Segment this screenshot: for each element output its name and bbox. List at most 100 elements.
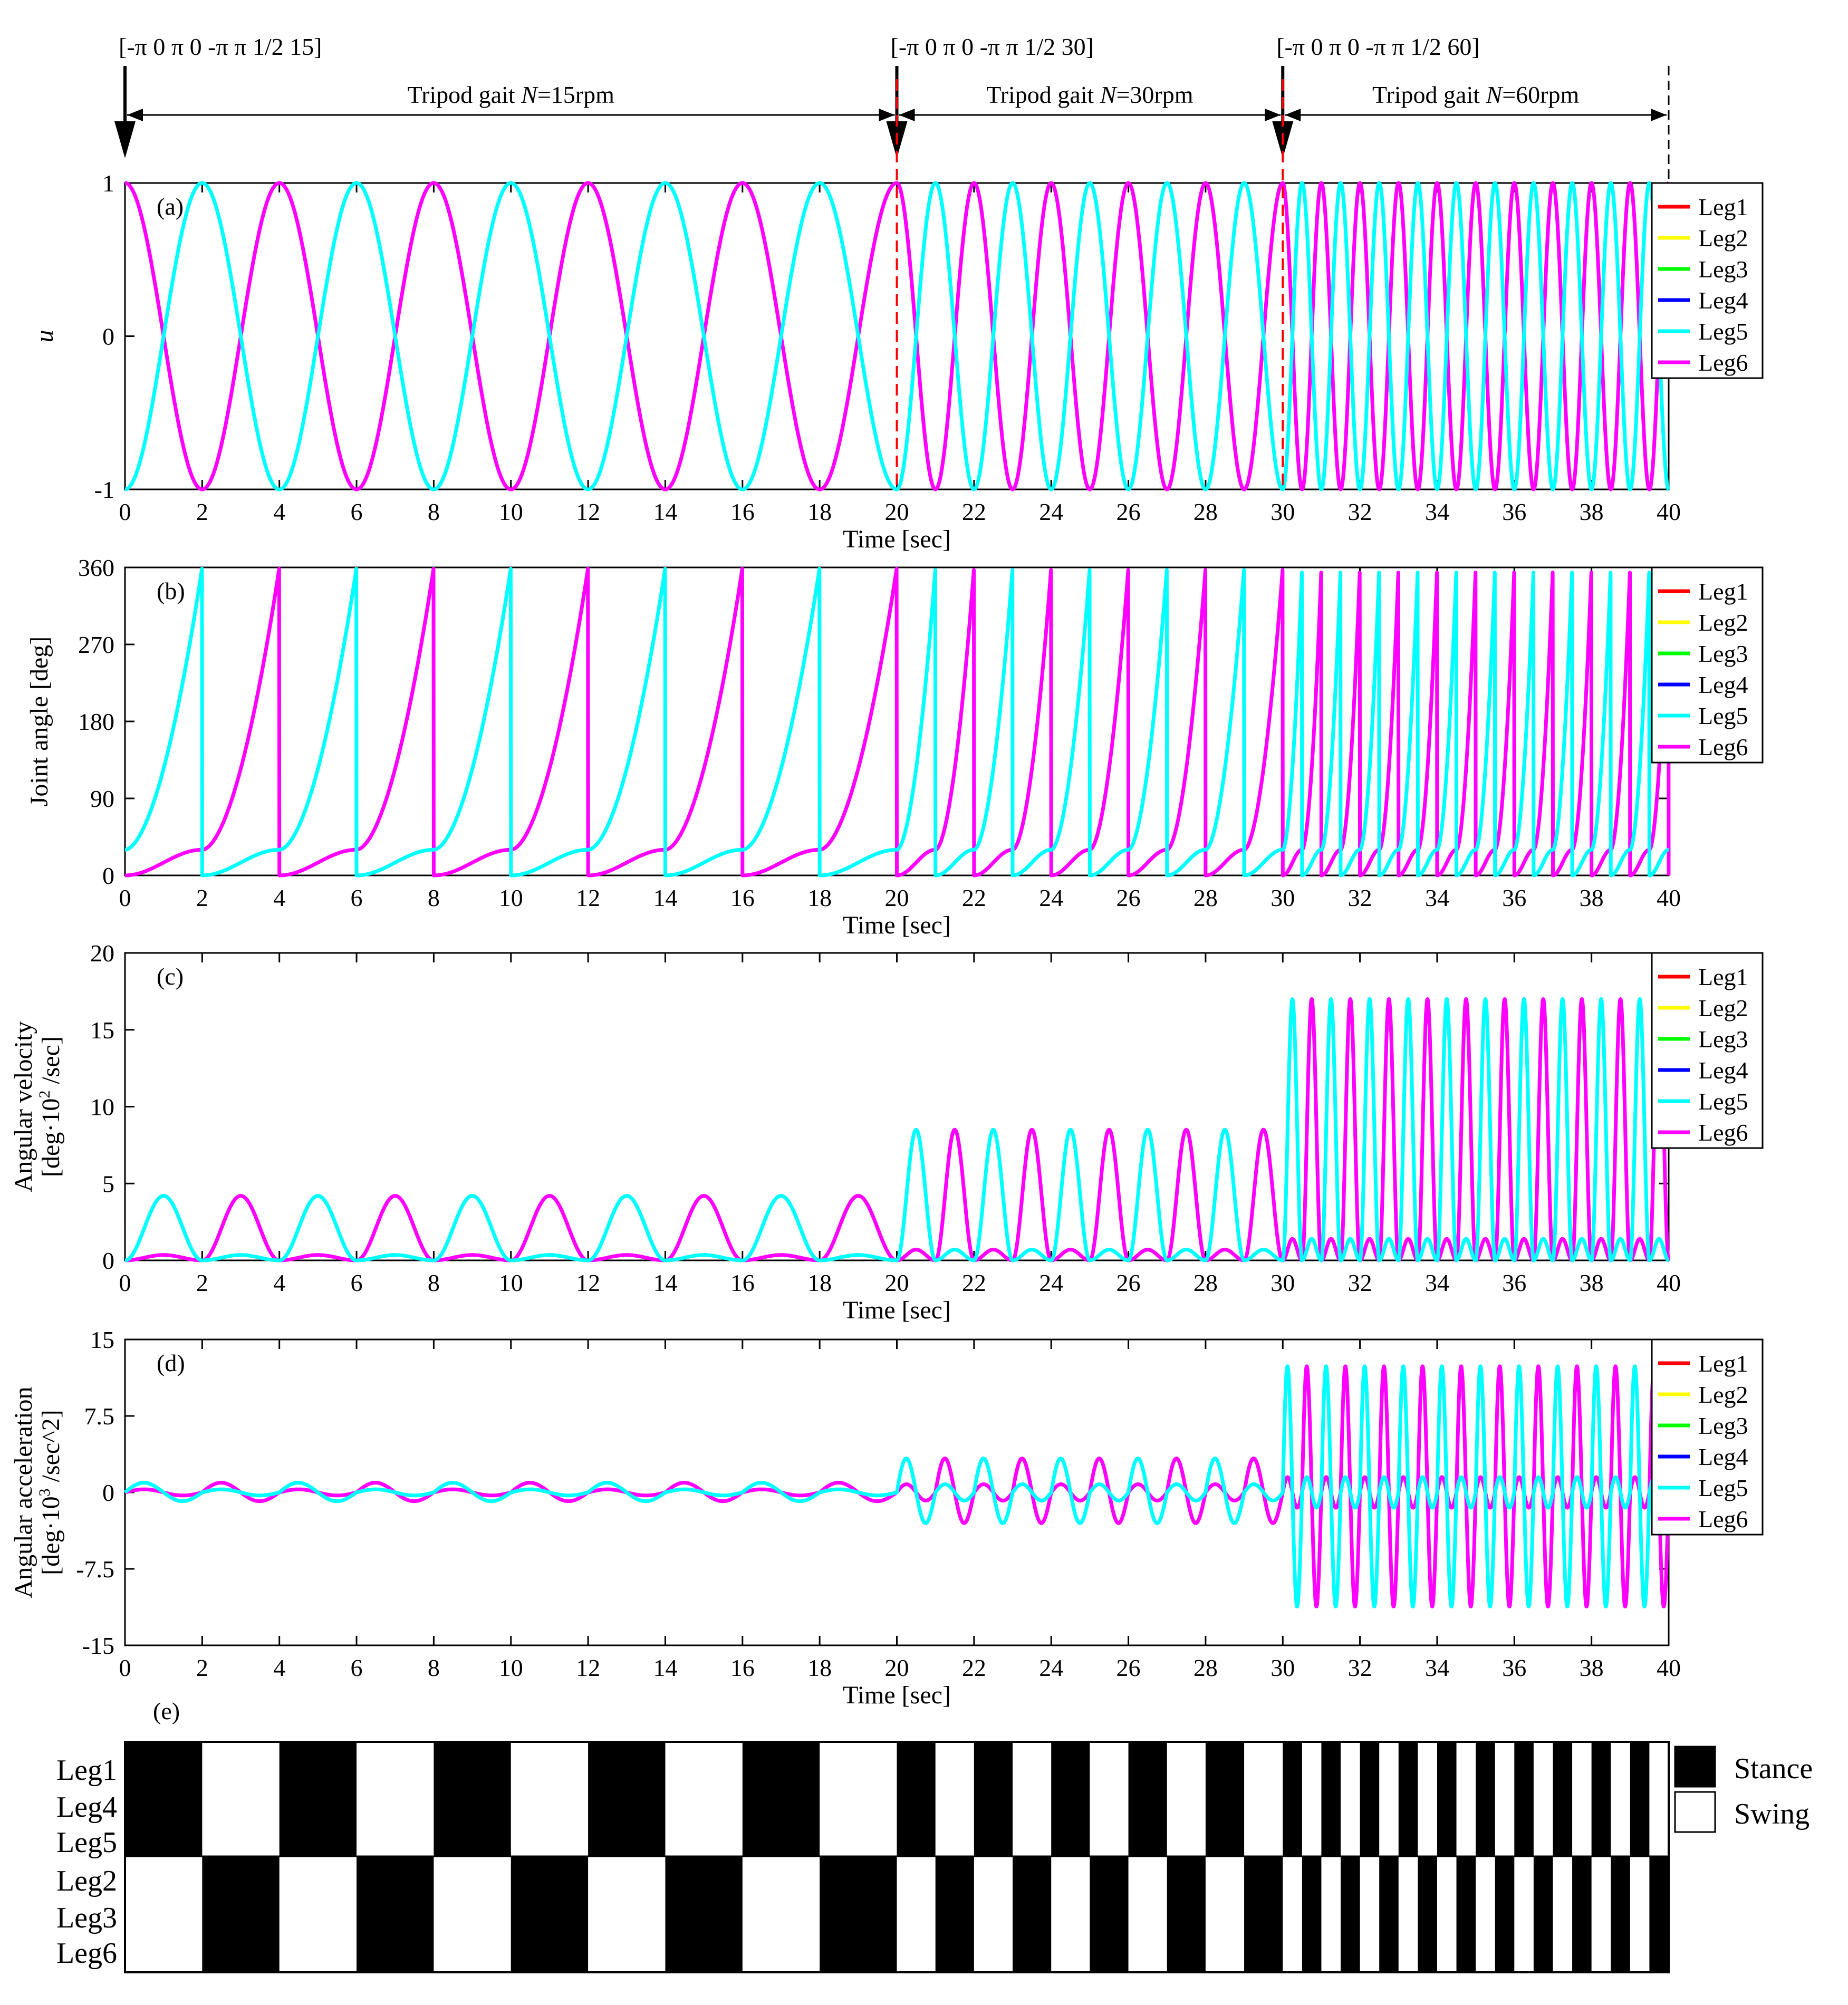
- panel-a-xtick-label: 24: [1039, 498, 1063, 525]
- panel-d-xtick-label: 2: [196, 1654, 208, 1681]
- panel-d-xtick-label: 34: [1425, 1654, 1449, 1681]
- panel-b-xtick-label: 34: [1425, 884, 1449, 911]
- panel-a-legend-label-leg1: Leg1: [1698, 194, 1748, 220]
- panel-c-legend: [1651, 952, 1764, 1149]
- panel-c-xtick-label: 14: [653, 1269, 677, 1296]
- panel-b-xtick-label: 26: [1116, 884, 1141, 911]
- panel-b-series-leg6: [123, 566, 1671, 878]
- panel-e-row-label-leg5: Leg5: [56, 1826, 117, 1859]
- panel-e-stance-block-bottom: [1167, 1856, 1206, 1972]
- panel-e-stance-block-top: [1437, 1742, 1457, 1856]
- panel-d-xtick-label: 18: [807, 1654, 832, 1681]
- panel-d-xtick-label: 12: [576, 1654, 600, 1681]
- panel-e-stance-block-top: [434, 1742, 511, 1856]
- panel-c-xlabel: Time [sec]: [843, 1296, 951, 1324]
- panel-a-xtick-label: 22: [962, 498, 986, 525]
- panel-e-stance-block-top: [1630, 1742, 1650, 1856]
- panel-a-xtick-label: 10: [499, 498, 523, 525]
- panel-b-ylabel: Joint angle [deg]: [25, 637, 53, 807]
- panel-a-xtick-label: 34: [1425, 498, 1449, 525]
- panel-d-angular-acceleration: 0 2 4 6 8 10 12 14 16 18 20 22 24 26 28 30 32 34 36 38 40-15…: [9, 1326, 1764, 1709]
- panel-c-legend-label-leg4: Leg4: [1698, 1057, 1748, 1084]
- panel-e-stance-block-top: [1591, 1742, 1611, 1856]
- panel-b-xtick-label: 18: [807, 884, 832, 911]
- panel-a-series-leg6: [123, 181, 1671, 491]
- panel-b-legend-label-leg2: Leg2: [1698, 609, 1748, 636]
- panel-e-legend-swing-label: Swing: [1734, 1798, 1810, 1830]
- panel-a-xtick-label: 12: [576, 498, 600, 525]
- panel-b-xtick-label: 24: [1039, 884, 1063, 911]
- panel-c-legend-label-leg2: Leg2: [1698, 995, 1748, 1021]
- panel-e-stance-block-bottom: [1649, 1856, 1669, 1972]
- panel-e-row-label-leg4: Leg4: [56, 1791, 117, 1824]
- header-span-head-right-2: [1265, 109, 1281, 121]
- panel-e-legend-swing-swatch: [1674, 1791, 1716, 1833]
- header-param-label-1: [-π 0 π 0 -π π 1/2 15]: [119, 33, 322, 60]
- panel-e-stance-block-bottom: [1341, 1856, 1360, 1972]
- panel-c-angular-velocity: 0 2 4 6 8 10 12 14 16 18 20 22 24 26 28 30 32 34 36 38 40051…: [9, 940, 1764, 1324]
- panel-c-xtick-label: 36: [1502, 1269, 1526, 1296]
- panel-c-ytick-label: 15: [90, 1017, 114, 1044]
- header-span-head-right-1: [879, 109, 895, 121]
- panel-c-xtick-label: 8: [428, 1269, 440, 1296]
- panel-c-xtick-label: 30: [1270, 1269, 1295, 1296]
- panel-d-xtick-label: 40: [1657, 1654, 1681, 1681]
- panel-e-stance-block-bottom: [202, 1856, 280, 1972]
- panel-a-xtick-label: 28: [1194, 498, 1218, 525]
- panel-c-xtick-label: 32: [1348, 1269, 1372, 1296]
- panel-b-joint-angle: 0 2 4 6 8 10 12 14 16 18 20 22 24 26 28 30 32 34 36 38 40090…: [25, 554, 1764, 939]
- panel-a-xtick-label: 26: [1116, 498, 1141, 525]
- panel-a-series-leg5: [123, 181, 1671, 491]
- panel-c-xtick-label: 20: [885, 1269, 909, 1296]
- panel-c-xtick-label: 4: [273, 1269, 285, 1296]
- panel-d-series-leg5: [123, 1364, 1671, 1608]
- panel-b-xtick-label: 4: [273, 884, 285, 911]
- panel-b-xtick-label: 32: [1348, 884, 1372, 911]
- panel-d-legend-label-leg4: Leg4: [1698, 1443, 1748, 1470]
- panel-c-xtick-label: 12: [576, 1269, 600, 1296]
- panel-d-xtick-label: 26: [1116, 1654, 1141, 1681]
- panel-b-xtick-label: 2: [196, 884, 208, 911]
- panel-b-legend-label-leg6: Leg6: [1698, 734, 1748, 760]
- panel-d-xtick-label: 36: [1502, 1654, 1526, 1681]
- panel-c-xtick-label: 16: [730, 1269, 755, 1296]
- panel-d-legend-label-leg3: Leg3: [1698, 1412, 1748, 1439]
- panel-b-xtick-label: 36: [1502, 884, 1526, 911]
- panel-a-xtick-label: 20: [885, 498, 909, 525]
- panel-a-legend-label-leg3: Leg3: [1698, 256, 1748, 283]
- panel-a-xtick-label: 38: [1580, 498, 1604, 525]
- panel-b-legend: [1651, 566, 1764, 764]
- panel-b-xtick-label: 14: [653, 884, 677, 911]
- panel-e-stance-block-bottom: [1533, 1856, 1553, 1972]
- panel-e-row-label-leg1: Leg1: [56, 1754, 117, 1787]
- panel-d-xtick-label: 8: [428, 1654, 440, 1681]
- panel-d-ylabel: Angular acceleration: [9, 1386, 37, 1598]
- panel-c-series-leg5: [123, 997, 1671, 1262]
- header-span-head-left-1: [127, 109, 143, 121]
- panel-c-ytick-label: 20: [90, 940, 114, 967]
- panel-d-xtick-label: 22: [962, 1654, 986, 1681]
- panel-c-xtick-label: 0: [119, 1269, 131, 1296]
- panel-c-legend-label-leg5: Leg5: [1698, 1088, 1748, 1115]
- panel-c-legend-label-leg3: Leg3: [1698, 1026, 1748, 1053]
- panel-c-ytick-label: 5: [102, 1170, 114, 1197]
- panel-d-panel-label: (d): [157, 1349, 185, 1376]
- panel-d-ylabel-units: [deg·103 /sec^2]: [36, 1410, 65, 1575]
- panel-c-ytick-label: 10: [90, 1094, 114, 1121]
- panel-a-xlabel: Time [sec]: [843, 525, 951, 553]
- panel-d-legend-label-leg6: Leg6: [1698, 1506, 1748, 1532]
- panel-e-stance-block-bottom: [1090, 1856, 1129, 1972]
- panel-c-ytick-label: 0: [102, 1247, 114, 1274]
- header-segment-label-3: Tripod gait N=60rpm: [1372, 81, 1580, 108]
- panel-e-row-label-leg2: Leg2: [56, 1865, 117, 1897]
- gait-header: [-π 0 π 0 -π π 1/2 15] [-π 0 π 0 -π π 1/2…: [114, 33, 1670, 182]
- panel-d-legend-label-leg2: Leg2: [1698, 1381, 1748, 1408]
- panel-b-ytick-label: 360: [78, 554, 114, 581]
- panel-a-legend-label-leg2: Leg2: [1698, 225, 1748, 252]
- panel-a-ytick-label: 1: [102, 170, 114, 197]
- panel-d-xtick-label: 16: [730, 1654, 755, 1681]
- panel-b-xtick-label: 12: [576, 884, 600, 911]
- header-span-head-left-2: [899, 109, 915, 121]
